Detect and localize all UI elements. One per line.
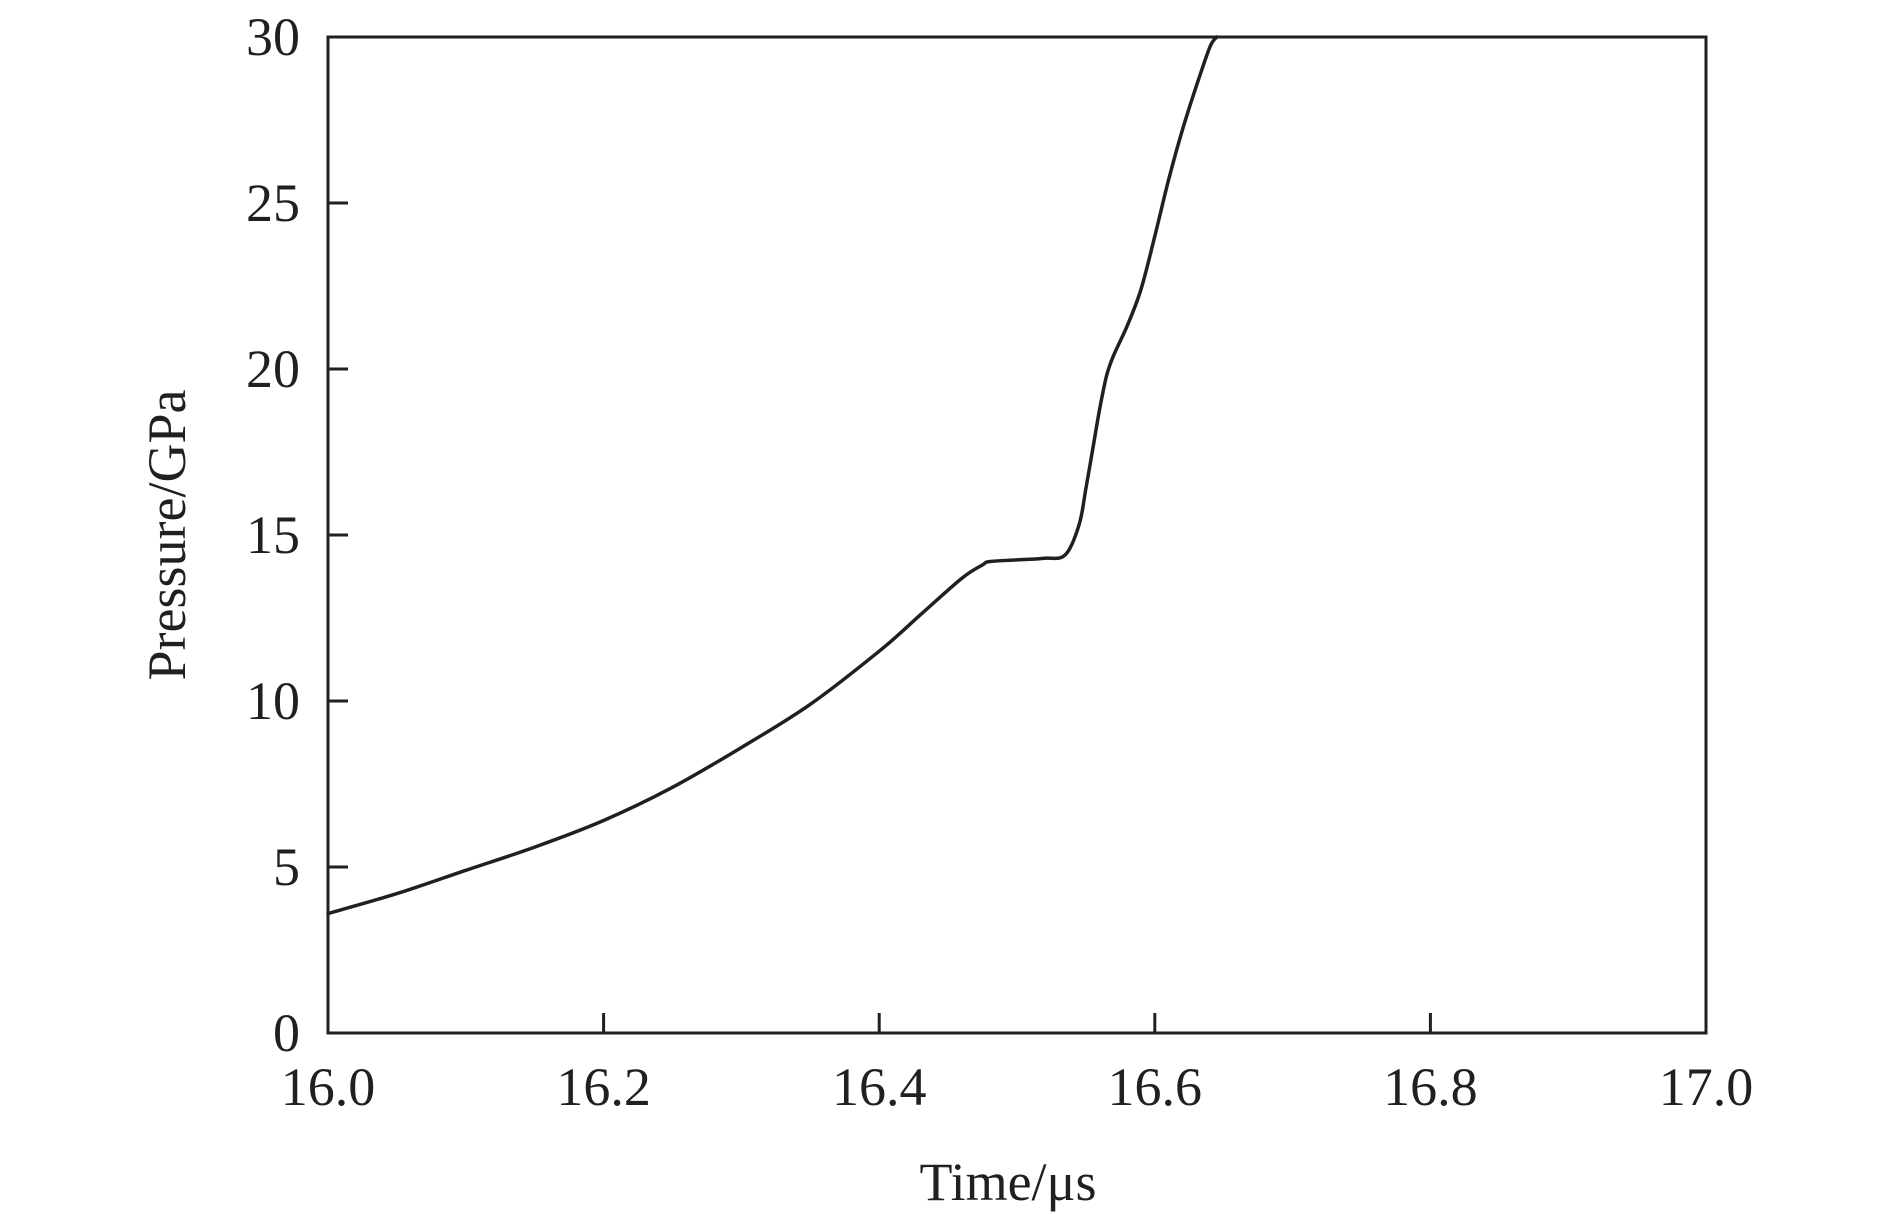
x-tick-label: 16.0: [281, 1057, 376, 1117]
y-tick-label: 0: [273, 1003, 300, 1063]
x-tick-label: 16.4: [832, 1057, 927, 1117]
pressure-series-line: [326, 35, 1219, 916]
y-tick-label: 20: [246, 339, 300, 399]
y-axis-title: Pressure/GPa: [137, 389, 197, 680]
plot-frame: [326, 35, 1708, 1035]
series-layer: [326, 35, 1219, 916]
x-tick-label: 16.6: [1108, 1057, 1203, 1117]
y-axis-ticks: 0 5 10 15 20 25 30: [246, 7, 348, 1063]
y-tick-label: 10: [246, 671, 300, 731]
x-tick-label: 17.0: [1659, 1057, 1754, 1117]
x-axis-ticks: 16.0 16.2 16.4 16.6 16.8 17.0: [281, 1013, 1754, 1117]
x-tick-label: 16.2: [556, 1057, 651, 1117]
x-axis-title: Time/μs: [919, 1152, 1096, 1212]
y-tick-label: 5: [273, 837, 300, 897]
y-tick-label: 30: [246, 7, 300, 67]
x-tick-label: 16.8: [1383, 1057, 1478, 1117]
y-tick-label: 15: [246, 505, 300, 565]
y-tick-label: 25: [246, 173, 300, 233]
